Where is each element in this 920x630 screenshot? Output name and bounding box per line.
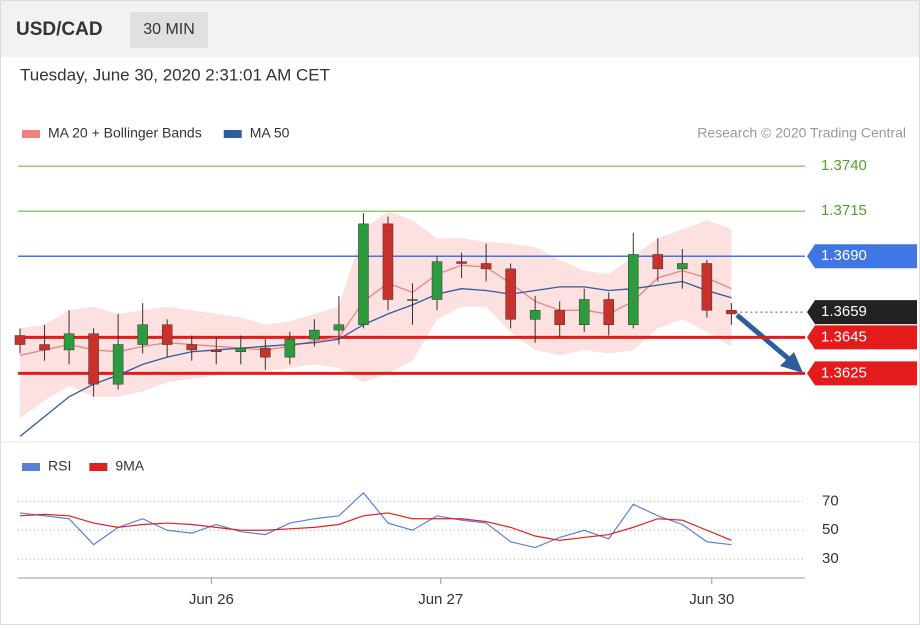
candle-body: [652, 254, 664, 270]
level-tag: [807, 300, 917, 325]
candle-body: [505, 268, 516, 320]
level-tag: [807, 361, 917, 386]
indicator-line: [19, 512, 732, 541]
level-label: 1.3659: [821, 303, 867, 320]
candle-body: [14, 335, 26, 345]
ma-line: [19, 280, 732, 437]
candle-body: [260, 347, 271, 358]
candle-body: [63, 333, 75, 351]
candle-body: [186, 344, 197, 351]
candle-body: [578, 299, 590, 325]
candle-body: [407, 299, 418, 301]
level-label: 1.3740: [821, 157, 867, 174]
candle-body: [701, 263, 713, 311]
candle-body: [39, 344, 50, 351]
bollinger-band: [20, 211, 732, 419]
candle-body: [137, 324, 148, 345]
candle-body: [529, 310, 541, 320]
legend-swatch: [22, 463, 40, 471]
y-tick-label: 30: [822, 550, 839, 567]
symbol: USD/CAD: [16, 19, 103, 40]
x-tick-label: Jun 27: [418, 591, 463, 608]
level-label: 1.3690: [821, 247, 867, 264]
level-label: 1.3715: [821, 202, 867, 219]
candle-body: [677, 263, 688, 270]
candle-body: [456, 261, 467, 264]
level-label: 1.3625: [821, 364, 867, 381]
legend-label: RSI: [48, 458, 71, 474]
legend-label: MA 50: [250, 125, 290, 141]
candle-body: [309, 329, 320, 340]
candle-body: [603, 299, 614, 325]
timeframe-box: [130, 12, 208, 48]
candle-body: [726, 310, 737, 315]
candle-body: [431, 261, 443, 300]
candle-body: [161, 324, 173, 345]
legend-label: 9MA: [115, 458, 144, 474]
legend-swatch: [89, 463, 108, 471]
copyright: Research © 2020 Trading Central: [697, 125, 906, 141]
candle-body: [358, 223, 369, 325]
candle-body: [382, 223, 394, 300]
x-tick-label: Jun 30: [689, 591, 734, 608]
legend-swatch: [223, 130, 242, 138]
x-tick-label: Jun 26: [189, 591, 234, 608]
candle-body: [235, 347, 247, 352]
candle-body: [333, 324, 345, 331]
candle-body: [628, 254, 639, 325]
timeframe: 30 MIN: [143, 21, 195, 38]
candle-body: [480, 263, 492, 270]
candle-body: [112, 344, 124, 385]
candle-body: [88, 333, 99, 385]
y-tick-label: 70: [822, 492, 839, 509]
candle-body: [284, 338, 296, 358]
forecast-arrowhead: [780, 352, 803, 373]
y-tick-label: 50: [822, 521, 839, 538]
legend-swatch: [22, 130, 40, 138]
candle-body: [554, 310, 565, 325]
timestamp: Tuesday, June 30, 2020 2:31:01 AM CET: [20, 65, 330, 84]
candle-body: [211, 349, 222, 352]
legend-label: MA 20 + Bollinger Bands: [48, 125, 202, 141]
level-tag: [807, 244, 917, 269]
level-tag: [807, 325, 917, 350]
level-label: 1.3645: [821, 328, 867, 345]
